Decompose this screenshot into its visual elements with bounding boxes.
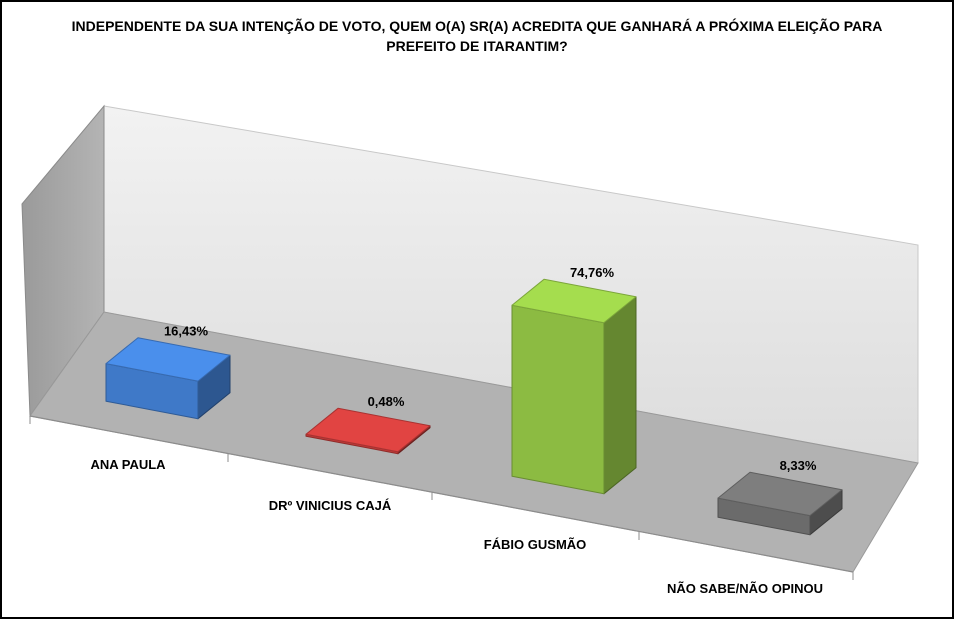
data-label: 0,48% [368, 394, 405, 409]
bar-top-face [511, 278, 637, 324]
bar-2 [305, 407, 431, 455]
bar-4 [717, 471, 843, 536]
data-label: 16,43% [164, 323, 209, 338]
data-label: 74,76% [570, 265, 615, 280]
bar-3 [511, 278, 637, 495]
data-label: 8,33% [780, 458, 817, 473]
chart-title: INDEPENDENTE DA SUA INTENÇÃO DE VOTO, QU… [71, 18, 883, 54]
bars-group [105, 278, 843, 536]
bar-top-face [717, 471, 843, 517]
bar-top-face [105, 337, 231, 382]
category-label: ANA PAULA [90, 457, 166, 472]
bar-side-face [603, 296, 637, 495]
x-axis-line [29, 415, 854, 573]
data-labels-group: 16,43% 0,48% 74,76% 8,33% [164, 265, 817, 473]
category-label: DRº VINICIUS CAJÁ [269, 498, 392, 513]
bar-top-face [305, 407, 431, 453]
category-label: NÃO SABE/NÃO OPINOU [667, 581, 823, 596]
category-label: FÁBIO GUSMÃO [484, 537, 587, 552]
bar-front-face [511, 304, 605, 495]
bar-1 [105, 337, 231, 420]
